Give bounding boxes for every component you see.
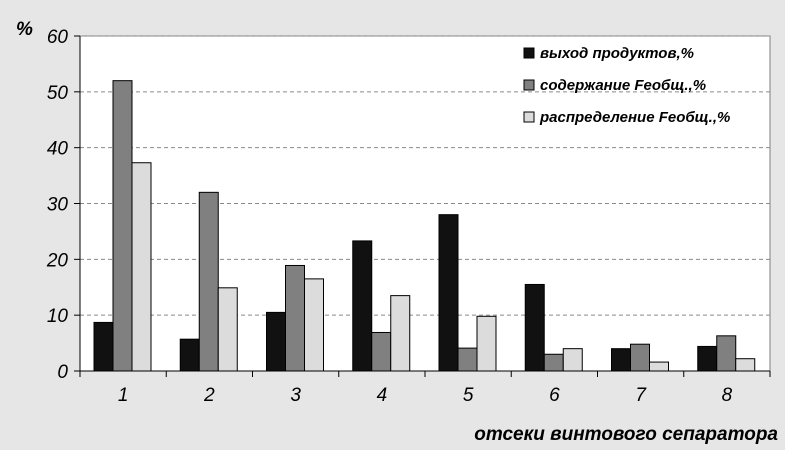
x-tick-label: 3: [290, 385, 301, 406]
y-axis-ticks: 0 10 20 30 40 50 60: [46, 27, 80, 383]
x-tick-label: 8: [722, 385, 733, 406]
x-tick-label: 6: [549, 385, 560, 406]
bar: [352, 240, 373, 372]
y-tick-label: 60: [47, 27, 69, 48]
bar: [649, 361, 669, 372]
legend-swatch: [523, 111, 535, 123]
bars: [93, 80, 756, 372]
x-tick-label: 4: [377, 385, 388, 406]
bar: [524, 283, 545, 372]
bar: [371, 331, 392, 372]
bar: [131, 162, 152, 372]
y-tick-label: 20: [46, 250, 69, 271]
y-tick-label: 10: [47, 306, 69, 327]
bar: [304, 278, 324, 372]
bar: [457, 347, 478, 372]
gridlines: [80, 35, 770, 316]
bar: [198, 191, 219, 372]
bar: [716, 335, 737, 372]
bar: [266, 311, 286, 372]
y-axis-unit-label: %: [16, 19, 33, 40]
legend-label: распределение Feобщ.,%: [539, 109, 730, 126]
bar: [285, 264, 305, 372]
legend-swatch: [523, 47, 535, 59]
y-tick-label: 40: [47, 139, 69, 160]
legend: выход продуктов,% содержание Feобщ.,% расп…: [523, 45, 730, 126]
x-tick-label: 5: [463, 385, 474, 406]
bar: [217, 287, 238, 372]
x-axis-ticks: 1 2 3 4 5 6 7 8: [79, 371, 771, 406]
bar: [630, 343, 650, 372]
x-tick-label: 2: [203, 385, 215, 406]
legend-label: содержание Feобщ.,%: [540, 77, 706, 94]
bar: [438, 214, 459, 372]
bar: [611, 348, 631, 372]
x-tick-label: 7: [635, 385, 647, 406]
y-tick-label: 0: [57, 362, 68, 383]
bar: [179, 338, 200, 372]
bar: [562, 348, 583, 372]
bar: [476, 315, 497, 372]
x-tick-label: 1: [118, 385, 129, 406]
bar: [112, 80, 133, 372]
y-tick-label: 50: [47, 83, 69, 104]
bar: [93, 321, 114, 372]
x-axis-title: отсеки винтового сепаратора: [474, 424, 778, 445]
bar: [390, 295, 411, 372]
y-tick-label: 30: [47, 195, 69, 216]
bar: [735, 358, 756, 372]
bar: [697, 345, 718, 372]
legend-swatch: [523, 79, 535, 91]
bar: [543, 353, 564, 372]
legend-label: выход продуктов,%: [540, 45, 694, 62]
